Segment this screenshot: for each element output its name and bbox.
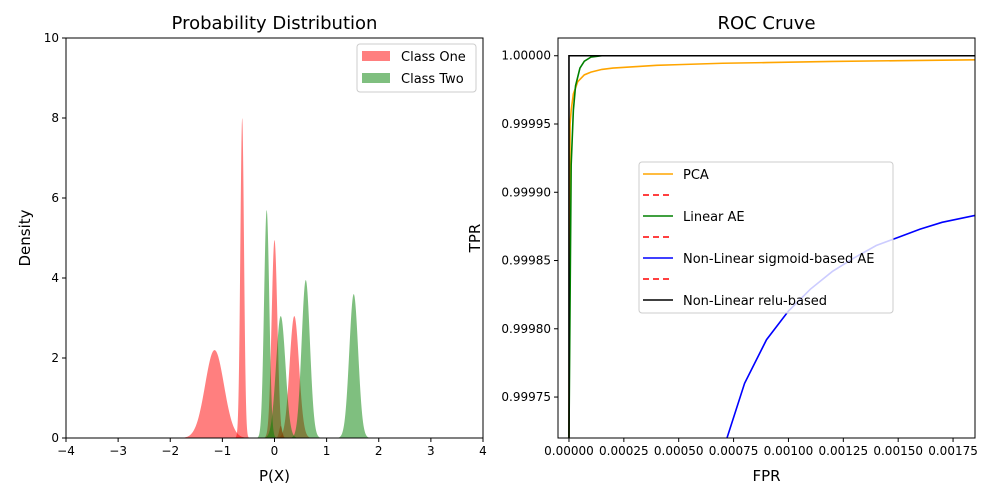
class-two-density-peak <box>256 210 278 438</box>
y-tick-label: 0.99985 <box>501 254 551 268</box>
y-tick-label: 1.00000 <box>501 49 551 63</box>
x-tick-label: −2 <box>161 444 179 458</box>
y-tick-label: 6 <box>51 191 59 205</box>
x-tick-label: 0.00000 <box>544 444 594 458</box>
x-tick-label: −3 <box>109 444 127 458</box>
legend-label: Linear AE <box>683 210 745 225</box>
legend-label: PCA <box>683 168 709 183</box>
x-tick-label: 1 <box>323 444 331 458</box>
plot-frame <box>65 37 484 439</box>
x-tick-label: 3 <box>427 444 435 458</box>
y-tick-label: 0.99995 <box>501 117 551 131</box>
legend: Class One Class Two <box>356 43 477 93</box>
roc-line-pca <box>568 59 975 438</box>
y-tick-label: 0.99980 <box>501 322 551 336</box>
tick-group: 0.00000 0.00025 0.00050 0.00075 0.00100 0.001… <box>501 49 977 458</box>
class-one-density-peak <box>263 240 286 438</box>
y-tick-label: 4 <box>51 271 59 285</box>
y-tick-label: 10 <box>44 31 59 45</box>
legend-swatch-class-two <box>362 73 390 83</box>
class-one-density-peak <box>234 118 250 438</box>
x-tick-label: 0.00125 <box>819 444 869 458</box>
legend-label-class-one: Class One <box>401 50 466 65</box>
density-areas <box>177 118 372 438</box>
class-one-density-peak <box>275 316 314 438</box>
tick-group: −4 −3 −2 −1 0 1 2 3 4 0 2 4 6 8 10 <box>44 31 487 458</box>
y-axis-label: TPR <box>466 224 484 254</box>
x-tick-label: −1 <box>214 444 232 458</box>
x-tick-label: 0 <box>271 444 279 458</box>
x-tick-label: 4 <box>479 444 487 458</box>
chart-title: Probability Distribution <box>172 13 378 34</box>
class-one-density-peak <box>177 350 253 438</box>
chart-title: ROC Cruve <box>717 13 815 34</box>
legend: PCA Linear AE Non-Linear sigmoid-based AE N… <box>638 161 894 314</box>
roc-curve-chart: ROC Cruve 0.00000 0.00025 0.00050 0.00075 0.… <box>466 13 978 485</box>
x-tick-label: −4 <box>57 444 75 458</box>
x-tick-label: 0.00150 <box>873 444 923 458</box>
x-tick-label: 0.00050 <box>654 444 704 458</box>
legend-label-class-two: Class Two <box>401 72 464 87</box>
y-tick-label: 2 <box>51 351 59 365</box>
roc-line-non-linear-relu-based <box>568 54 975 438</box>
x-axis-label: P(X) <box>259 467 290 485</box>
plot-frame <box>557 37 976 439</box>
x-tick-label: 0.00175 <box>928 444 978 458</box>
legend-label: Non-Linear sigmoid-based AE <box>683 252 874 267</box>
x-axis-label: FPR <box>752 467 780 485</box>
x-tick-label: 0.00100 <box>764 444 814 458</box>
y-tick-label: 0.99975 <box>501 390 551 404</box>
class-two-density-peak <box>261 316 300 438</box>
y-tick-label: 8 <box>51 111 59 125</box>
y-tick-label: 0.99990 <box>501 185 551 199</box>
x-tick-label: 2 <box>375 444 383 458</box>
probability-distribution-chart: Probability Distribution −4 −3 −2 −1 0 1 2 3 4 0 2… <box>16 13 487 485</box>
legend-swatch-class-one <box>362 51 390 61</box>
x-tick-label: 0.00025 <box>599 444 649 458</box>
y-axis-label: Density <box>16 209 34 266</box>
x-tick-label: 0.00075 <box>709 444 759 458</box>
class-two-density-peak <box>289 280 323 438</box>
legend-label: Non-Linear relu-based <box>683 294 827 309</box>
class-two-density-peak <box>336 294 372 438</box>
y-tick-label: 0 <box>51 431 59 445</box>
legend-frame <box>638 161 894 314</box>
